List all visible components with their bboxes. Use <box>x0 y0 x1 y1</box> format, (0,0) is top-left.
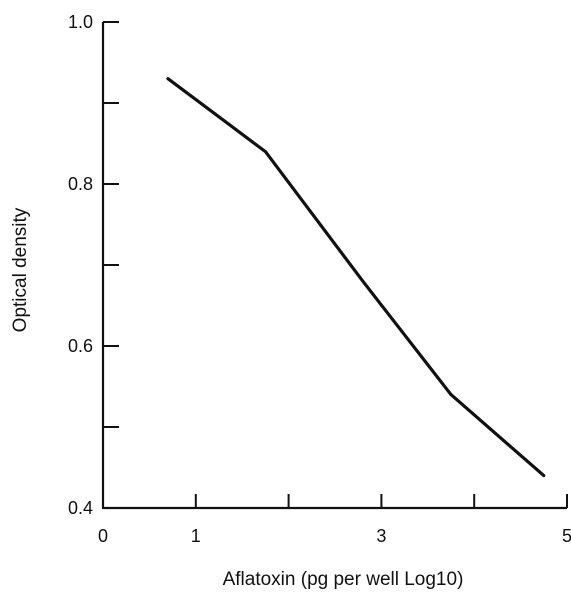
series-layer <box>166 77 546 478</box>
y-tick-label: 0.6 <box>68 336 93 356</box>
x-tick-label: 3 <box>376 526 386 546</box>
x-tick-label: 5 <box>562 526 571 546</box>
y-tick-label: 0.8 <box>68 174 93 194</box>
x-ticks: 0 1 3 5 <box>98 494 571 546</box>
y-ticks: 0.4 0.6 0.8 1.0 <box>68 12 119 518</box>
x-tick-label: 0 <box>98 526 108 546</box>
y-tick-label: 0.4 <box>68 498 93 518</box>
x-tick-label: 1 <box>191 526 201 546</box>
series-line <box>166 77 546 478</box>
y-axis-title: Optical density <box>10 207 31 332</box>
y-tick-label: 1.0 <box>68 12 93 32</box>
x-axis-title: Aflatoxin (pg per well Log10) <box>223 569 464 590</box>
